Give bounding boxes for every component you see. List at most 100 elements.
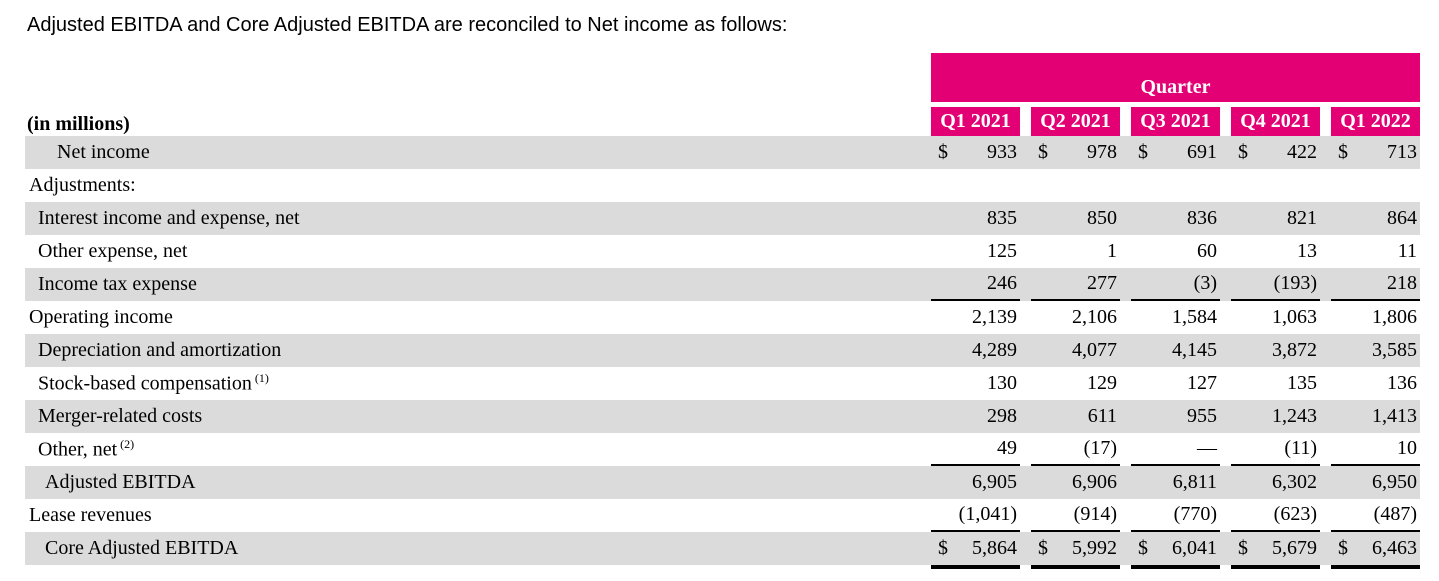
row-label: Adjustments:	[25, 169, 920, 202]
value-column: 6,905	[920, 466, 1020, 499]
value-cell: 6,950	[1331, 466, 1420, 499]
dollar-sign: $	[1338, 537, 1348, 559]
quarter-band-label: Quarter	[1140, 76, 1211, 98]
value-cell: 4,077	[1031, 334, 1120, 367]
value-cell: $713	[1331, 136, 1420, 169]
value-cell: 11	[1331, 235, 1420, 268]
table-row: Other, net (2) 49 (17) — (11) 10	[25, 433, 1420, 466]
value-cell: $691	[1131, 136, 1220, 169]
cell-value: 3,872	[1272, 339, 1317, 361]
row-label-text: Core Adjusted EBITDA	[45, 537, 239, 559]
ebitda-reconciliation-table: Quarter (in millions) Q1 2021 Q2 2021 Q3…	[25, 53, 1420, 569]
dollar-sign: $	[1338, 141, 1348, 163]
cell-value: 3,585	[1372, 339, 1417, 361]
value-cell: 2,106	[1031, 301, 1120, 334]
value-column: (3)	[1120, 268, 1220, 301]
column-header-row: (in millions) Q1 2021 Q2 2021 Q3 2021 Q4…	[25, 107, 1420, 136]
cell-value: 60	[1197, 240, 1217, 262]
column-header-cell: Q1 2021	[920, 107, 1020, 136]
value-column: 13	[1220, 235, 1320, 268]
value-column	[1320, 169, 1420, 202]
value-column: (487)	[1320, 499, 1420, 532]
value-cell: 1,806	[1331, 301, 1420, 334]
cell-value: 5,992	[1072, 537, 1117, 559]
value-column: $5,992	[1020, 532, 1120, 565]
row-label-text: Adjustments:	[29, 174, 136, 196]
value-cell: $978	[1031, 136, 1120, 169]
row-label: Adjusted EBITDA	[25, 466, 920, 499]
value-cell: 2,139	[931, 301, 1020, 334]
value-column: 3,872	[1220, 334, 1320, 367]
value-cell	[931, 169, 1020, 202]
cell-value: 6,950	[1372, 471, 1417, 493]
value-column	[1020, 169, 1120, 202]
value-column: 821	[1220, 202, 1320, 235]
row-label: Merger-related costs	[25, 400, 920, 433]
value-cell: 4,289	[931, 334, 1020, 367]
value-column: 130	[920, 367, 1020, 400]
cell-value: 955	[1187, 405, 1217, 427]
value-cell: —	[1131, 433, 1220, 466]
value-cell: 836	[1131, 202, 1220, 235]
cell-value: 277	[1087, 272, 1117, 294]
value-column: (17)	[1020, 433, 1120, 466]
cell-value: 4,145	[1172, 339, 1217, 361]
row-label: Core Adjusted EBITDA	[25, 532, 920, 565]
value-column: 2,106	[1020, 301, 1120, 334]
value-column	[1120, 169, 1220, 202]
cell-value: 2,106	[1072, 306, 1117, 328]
column-header-cell: Q1 2022	[1320, 107, 1420, 136]
value-cell: 1,413	[1331, 400, 1420, 433]
dollar-sign: $	[1238, 537, 1248, 559]
value-cell	[1331, 169, 1420, 202]
value-column: 1,806	[1320, 301, 1420, 334]
value-cell: 1	[1031, 235, 1120, 268]
cell-value: 1,806	[1372, 306, 1417, 328]
cell-value: 125	[987, 240, 1017, 262]
value-cell: 136	[1331, 367, 1420, 400]
value-cell: 127	[1131, 367, 1220, 400]
value-cell: 1,063	[1231, 301, 1320, 334]
cell-value: 218	[1387, 272, 1417, 294]
row-label: Other expense, net	[25, 235, 920, 268]
value-column	[920, 169, 1020, 202]
cell-value: (623)	[1273, 503, 1317, 525]
value-cell: 835	[931, 202, 1020, 235]
value-cell: 218	[1331, 268, 1420, 301]
value-column: 1,584	[1120, 301, 1220, 334]
row-label-text: Operating income	[29, 306, 173, 328]
cell-value: 611	[1087, 405, 1117, 427]
row-label: Depreciation and amortization	[25, 334, 920, 367]
row-label-text: Depreciation and amortization	[38, 339, 282, 361]
cell-value: 691	[1187, 141, 1217, 163]
value-cell: 850	[1031, 202, 1120, 235]
value-cell	[1031, 169, 1120, 202]
cell-value: (3)	[1193, 272, 1217, 294]
table-row: Lease revenues (1,041) (914) (770) (623) (487…	[25, 499, 1420, 532]
value-cell: (11)	[1231, 433, 1320, 466]
bottom-rule-segment	[1331, 565, 1420, 569]
value-cell: (1,041)	[931, 499, 1020, 532]
value-cell: 246	[931, 268, 1020, 301]
value-cell: $5,679	[1231, 532, 1320, 565]
column-header-q1-2022: Q1 2022	[1331, 107, 1420, 136]
cell-value: 6,905	[972, 471, 1017, 493]
value-column: 3,585	[1320, 334, 1420, 367]
row-label: Operating income	[25, 301, 920, 334]
value-cell: $5,864	[931, 532, 1020, 565]
value-column: 864	[1320, 202, 1420, 235]
value-cell: 3,585	[1331, 334, 1420, 367]
value-cell: $6,041	[1131, 532, 1220, 565]
cell-value: 1,413	[1372, 405, 1417, 427]
value-cell: 129	[1031, 367, 1120, 400]
value-column: $691	[1120, 136, 1220, 169]
cell-value: 130	[987, 372, 1017, 394]
value-column: 835	[920, 202, 1020, 235]
cell-value: 2,139	[972, 306, 1017, 328]
cell-value: 246	[987, 272, 1017, 294]
cell-value: 864	[1387, 207, 1417, 229]
value-cell: 6,302	[1231, 466, 1320, 499]
value-cell: 611	[1031, 400, 1120, 433]
value-column: 1,413	[1320, 400, 1420, 433]
dollar-sign: $	[1138, 141, 1148, 163]
